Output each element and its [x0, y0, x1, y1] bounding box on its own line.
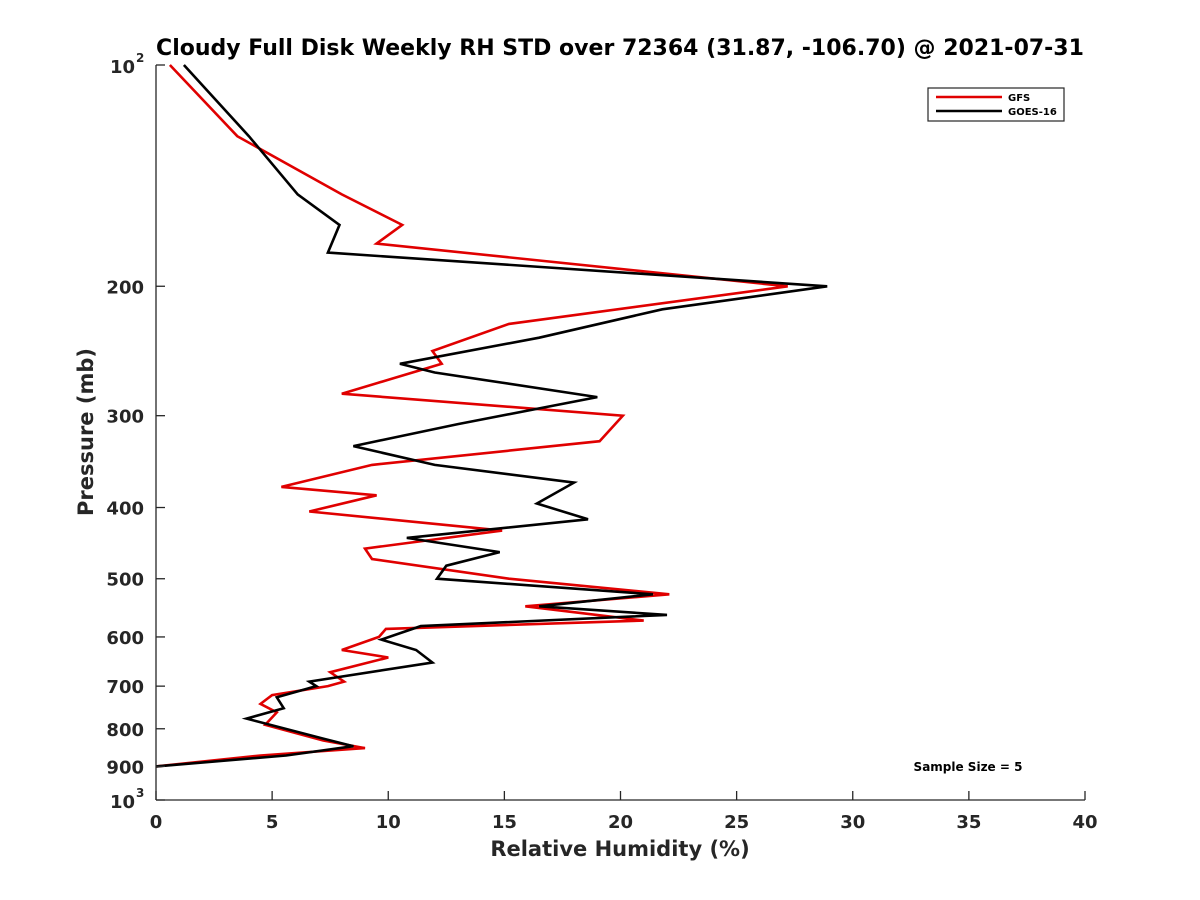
y-tick-label: 800: [106, 720, 144, 741]
chart-title: Cloudy Full Disk Weekly RH STD over 7236…: [156, 36, 1084, 61]
legend: GFS GOES-16: [927, 87, 1065, 122]
x-tick-label: 5: [266, 812, 279, 833]
x-axis-label: Relative Humidity (%): [490, 837, 749, 861]
y-tick-label: 10: [110, 57, 135, 78]
y-tick-exponent: 2: [136, 51, 144, 65]
sample-size-annotation: Sample Size = 5: [914, 760, 1023, 774]
x-tick-label: 0: [150, 812, 163, 833]
y-tick-label: 400: [106, 499, 144, 520]
x-tick-label: 20: [608, 812, 633, 833]
x-tick-label: 15: [492, 812, 517, 833]
legend-label-goes16: GOES-16: [1008, 107, 1057, 118]
x-tick-label: 40: [1072, 812, 1097, 833]
series-line-goes16: [155, 64, 828, 768]
y-tick-label: 300: [106, 407, 144, 428]
y-tick-exponent: 3: [136, 786, 144, 800]
series-layer: [155, 64, 828, 768]
y-tick-label: 500: [106, 570, 144, 591]
legend-box: [927, 87, 1065, 122]
y-axis-label: Pressure (mb): [74, 348, 98, 516]
y-tick-label: 700: [106, 677, 144, 698]
series-line-gfs: [155, 64, 788, 768]
y-tick-label: 600: [106, 628, 144, 649]
x-tick-label: 10: [376, 812, 401, 833]
legend-label-gfs: GFS: [1008, 93, 1030, 104]
y-tick-label: 200: [106, 277, 144, 298]
x-tick-label: 25: [724, 812, 749, 833]
y-tick-label: 900: [106, 757, 144, 778]
x-tick-label: 30: [840, 812, 865, 833]
y-tick-label: 10: [110, 792, 135, 813]
x-tick-label: 35: [956, 812, 981, 833]
